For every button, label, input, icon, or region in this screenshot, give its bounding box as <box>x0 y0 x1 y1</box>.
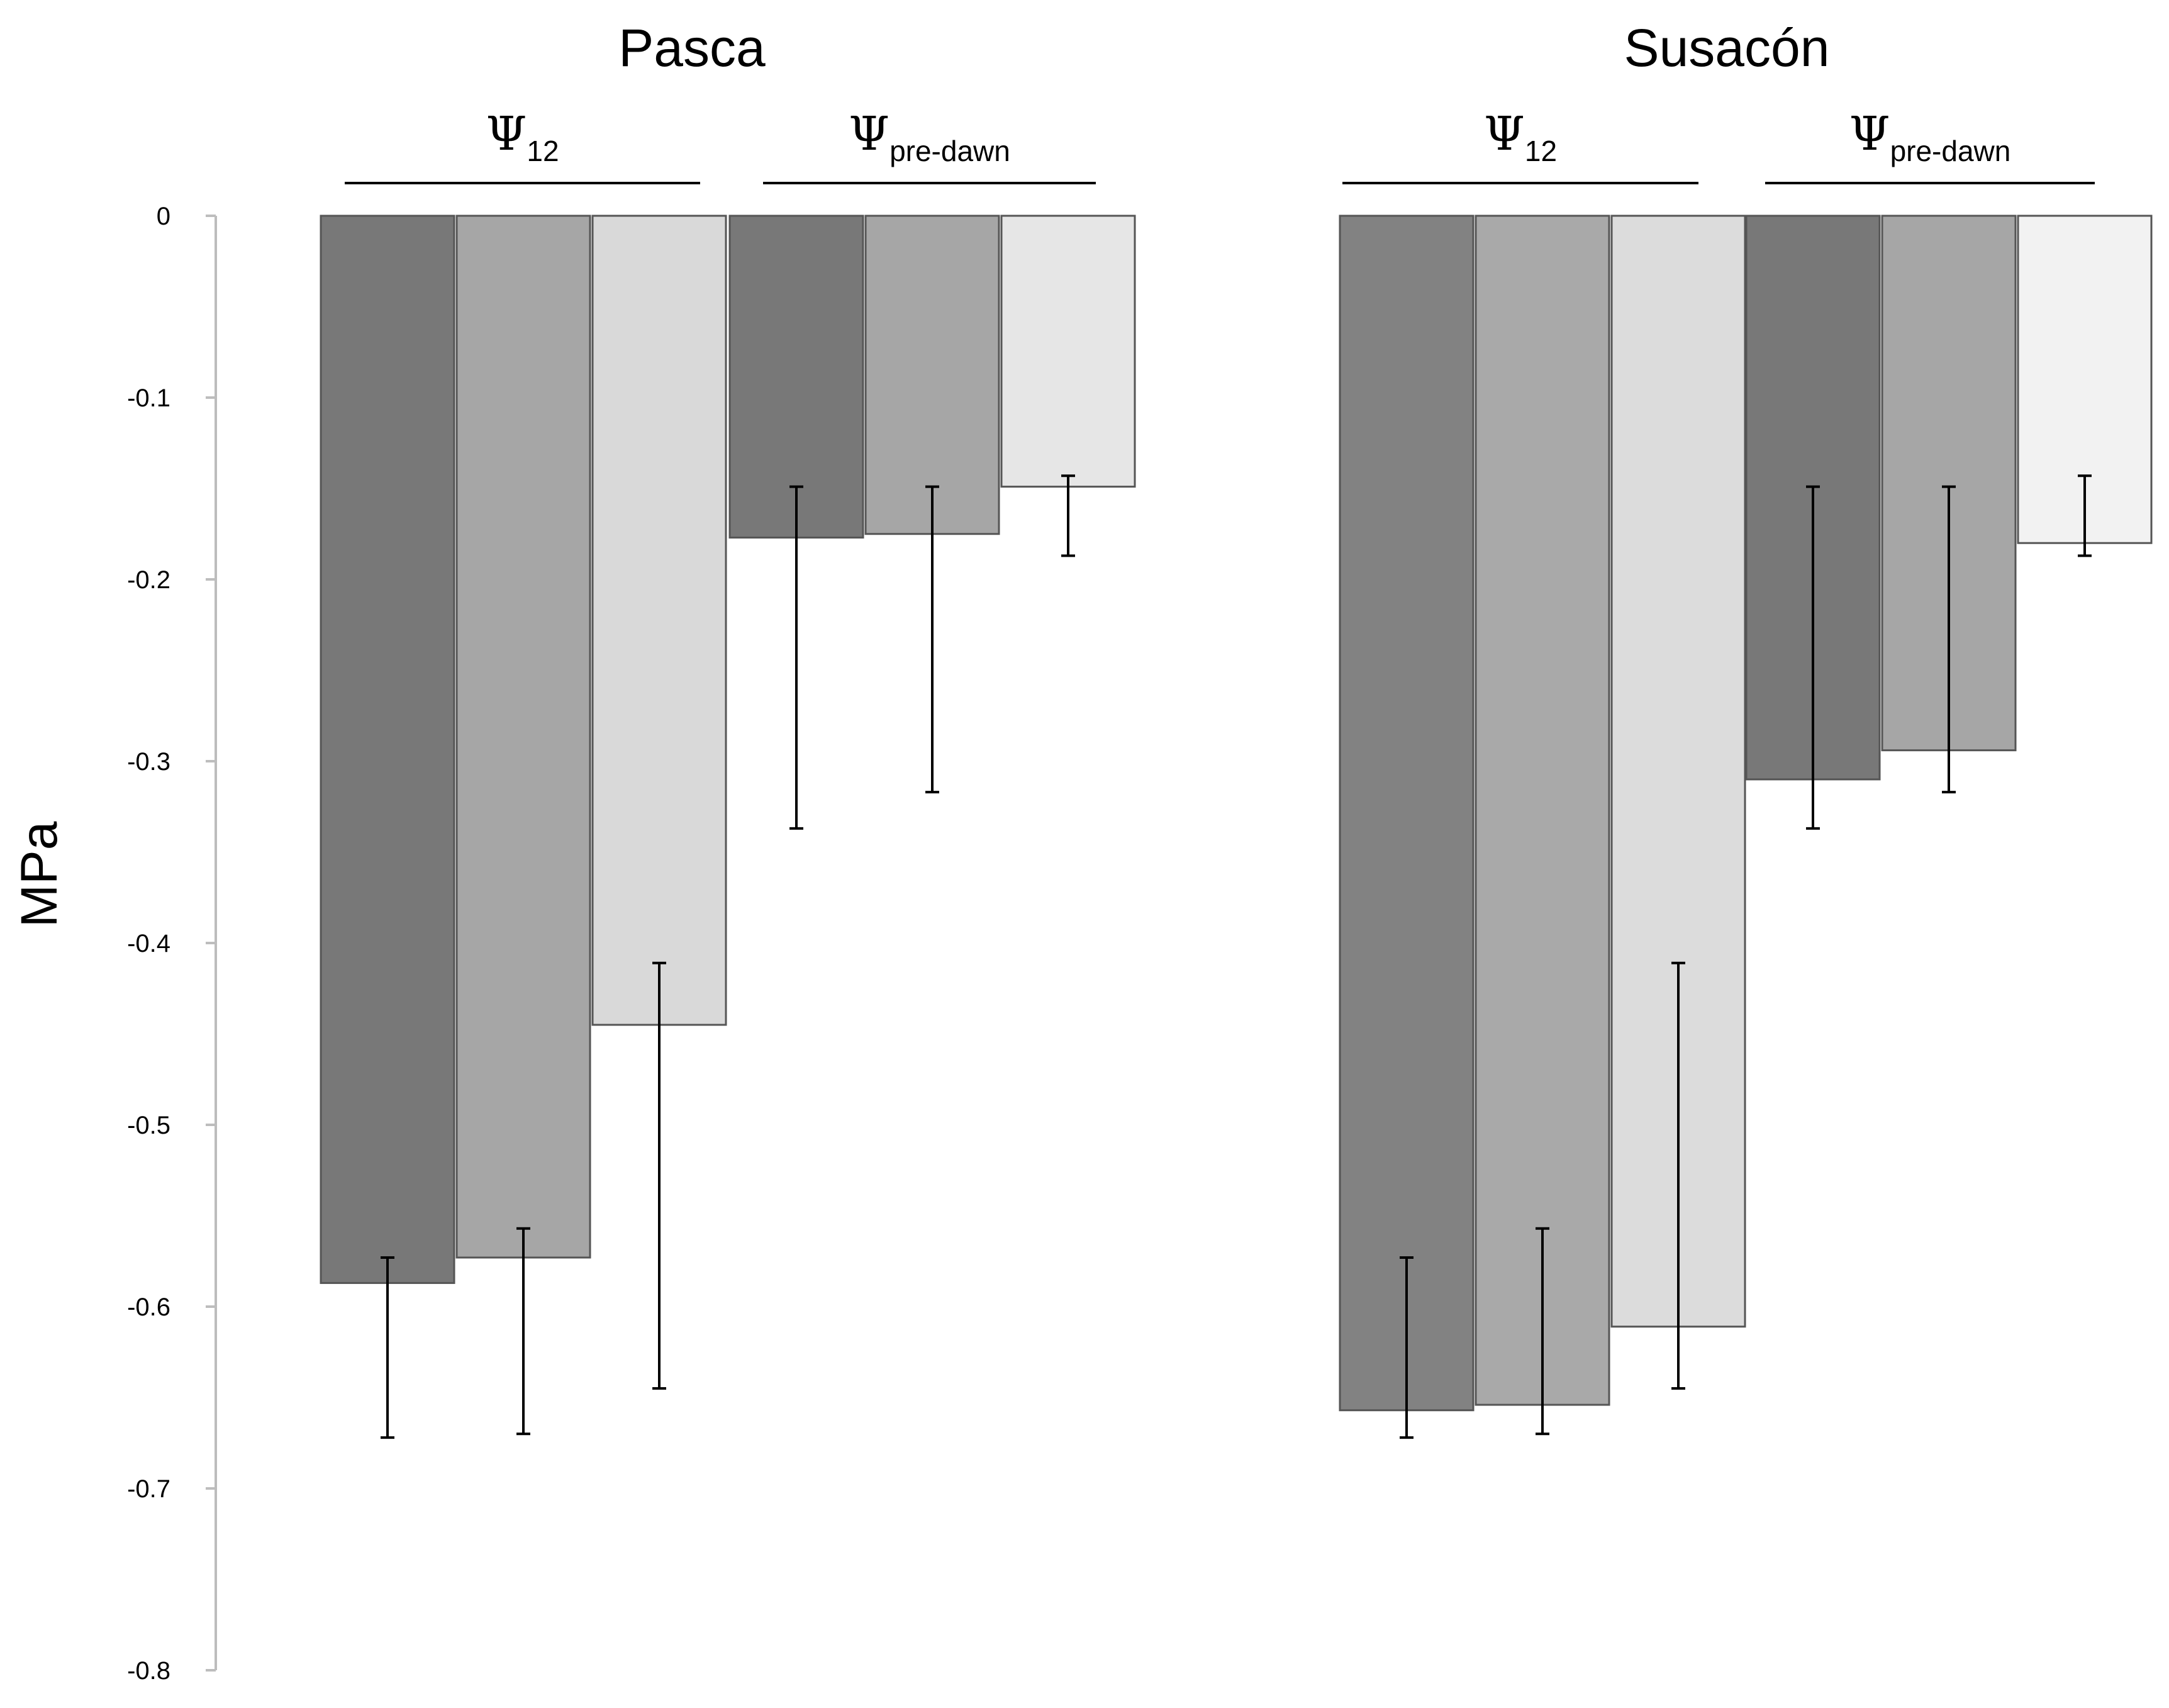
panel-title-pasca: Pasca <box>618 18 766 77</box>
group-label-pre-dawn: Ψpre-dawn <box>849 107 1010 167</box>
y-tick-label: -0.6 <box>127 1293 170 1321</box>
bar <box>728 215 864 539</box>
bar <box>1475 215 1610 1406</box>
y-tick-label: -0.8 <box>127 1657 170 1685</box>
bar <box>591 215 727 1026</box>
y-tick-label: 0 <box>157 203 170 230</box>
y-tick-label: -0.5 <box>127 1112 170 1139</box>
group-label-pre-dawn: Ψpre-dawn <box>1849 107 2011 167</box>
error-bars <box>381 474 2092 1439</box>
bar <box>864 215 1000 535</box>
bar <box>320 215 455 1284</box>
y-tick-label: -0.2 <box>127 566 170 594</box>
y-axis-title: MPa <box>11 821 68 927</box>
y-tick-label: -0.7 <box>127 1475 170 1503</box>
panel-labels: Pasca Ψ12 Ψpre-dawn Susacón Ψ12 Ψpre-dawn <box>345 18 2095 184</box>
y-tick-label: -0.4 <box>127 930 170 957</box>
y-tick-label: -0.1 <box>127 384 170 412</box>
group-label-12: Ψ12 <box>1484 107 1557 167</box>
bar <box>455 215 591 1259</box>
panel-title-susacon: Susacón <box>1624 18 1830 77</box>
y-tick-label: -0.3 <box>127 748 170 776</box>
bar <box>1339 215 1475 1412</box>
group-label-12: Ψ12 <box>486 107 559 167</box>
bar <box>1000 215 1136 488</box>
bars <box>320 215 2153 1412</box>
y-axis: 0 -0.1 -0.2 -0.3 -0.4 -0.5 -0.6 -0.7 -0.8 <box>127 203 217 1685</box>
